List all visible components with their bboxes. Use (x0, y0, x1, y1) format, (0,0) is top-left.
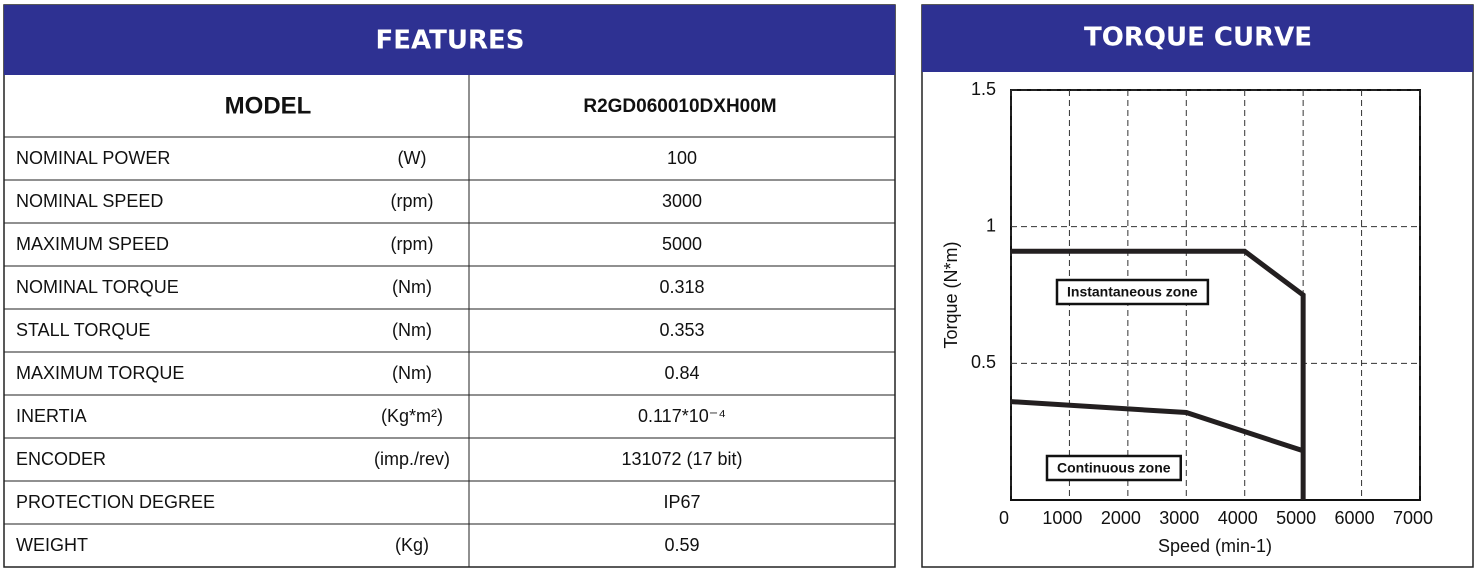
row-label: NOMINAL POWER (16, 148, 170, 168)
chart-title: TORQUE CURVE (1084, 23, 1312, 53)
y-tick-label: 1.5 (971, 79, 996, 99)
row-value: 131072 (17 bit) (621, 449, 742, 469)
table-title: FEATURES (376, 26, 525, 56)
x-tick-label: 1000 (1042, 508, 1082, 528)
row-value: 0.59 (664, 535, 699, 555)
row-value: 100 (667, 148, 697, 168)
row-value: 3000 (662, 191, 702, 211)
row-label: INERTIA (16, 406, 87, 426)
zone-label-box (1045, 454, 1183, 482)
series-line (1011, 248, 1306, 500)
table-header (4, 5, 895, 75)
row-unit: (Kg*m²) (381, 406, 443, 426)
row-unit: (Nm) (392, 277, 432, 297)
row-unit: (rpm) (391, 191, 434, 211)
row-label: STALL TORQUE (16, 320, 150, 340)
row-label: NOMINAL TORQUE (16, 277, 179, 297)
x-tick-label: 7000 (1393, 508, 1433, 528)
row-unit: (imp./rev) (374, 449, 450, 469)
row-value: IP67 (663, 492, 700, 512)
zone-label: Continuous zone (1057, 460, 1171, 476)
zone-label-box (1055, 278, 1210, 306)
y-axis-label: Torque (N*m) (941, 241, 961, 348)
row-unit: (Nm) (392, 363, 432, 383)
x-tick-label: 3000 (1159, 508, 1199, 528)
y-tick-label: 0.5 (971, 352, 996, 372)
row-unit: (W) (398, 148, 427, 168)
row-value: 0.84 (664, 363, 699, 383)
row-label: ENCODER (16, 449, 106, 469)
series-line (1010, 399, 1304, 454)
y-tick-label: 1 (986, 215, 996, 235)
row-value: 0.353 (659, 320, 704, 340)
model-label: MODEL (225, 92, 312, 119)
x-tick-label: 2000 (1101, 508, 1141, 528)
row-value: 0.117*10⁻⁴ (638, 406, 726, 426)
row-label: NOMINAL SPEED (16, 191, 163, 211)
x-tick-label: 4000 (1218, 508, 1258, 528)
x-tick-label: 6000 (1335, 508, 1375, 528)
row-unit: (Kg) (395, 535, 429, 555)
row-label: MAXIMUM SPEED (16, 234, 169, 254)
row-unit: (Nm) (392, 320, 432, 340)
chart-header (922, 5, 1473, 72)
row-unit: (rpm) (391, 234, 434, 254)
row-label: WEIGHT (16, 535, 88, 555)
row-label: PROTECTION DEGREE (16, 492, 215, 512)
zone-label: Instantaneous zone (1067, 284, 1198, 300)
row-label: MAXIMUM TORQUE (16, 363, 184, 383)
x-axis-label: Speed (min-1) (1158, 536, 1272, 556)
row-value: 5000 (662, 234, 702, 254)
x-tick-label: 5000 (1276, 508, 1316, 528)
row-value: 0.318 (659, 277, 704, 297)
x-tick-label: 0 (999, 508, 1009, 528)
model-value: R2GD060010DXH00M (583, 96, 776, 117)
